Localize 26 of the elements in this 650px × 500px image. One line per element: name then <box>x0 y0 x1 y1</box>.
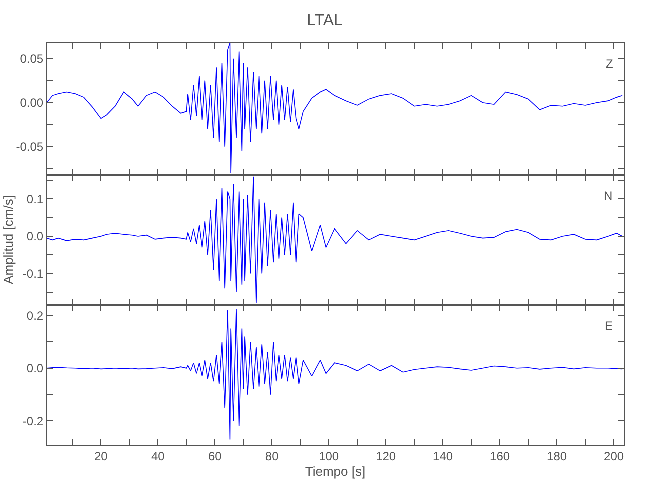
annotation: E <box>605 319 614 333</box>
x-tick-label: 200 <box>604 449 624 464</box>
x-tick-label: 140 <box>433 449 454 464</box>
y-tick-label: 0.05 <box>20 52 44 66</box>
y-tick-label: -0.05 <box>16 140 44 154</box>
x-tick-label: 120 <box>376 449 396 464</box>
x-tick-label: 160 <box>490 449 510 464</box>
x-tick-label: 60 <box>208 449 222 464</box>
x-tick-label: 80 <box>265 449 280 464</box>
x-tick-label: 100 <box>319 449 340 464</box>
line-series <box>47 308 623 440</box>
y-tick-label: 0.00 <box>20 96 44 110</box>
y-axis-title: Amplitud [cm/s] <box>0 196 16 284</box>
y-tick-label: -0.1 <box>22 266 44 281</box>
annotation: N <box>604 189 613 203</box>
annotation: Z <box>606 57 614 71</box>
y-tick-label: 0.0 <box>26 362 44 376</box>
y-tick-label: 0.1 <box>26 192 44 206</box>
x-axis-title: Tiempo [s] <box>305 464 366 479</box>
y-tick-label: -0.2 <box>22 414 44 428</box>
chart-title: LTAL <box>307 12 344 30</box>
x-tick-label: 20 <box>94 449 108 464</box>
y-tick-label: 0.2 <box>26 308 44 323</box>
x-tick-label: 180 <box>547 449 568 464</box>
y-tick-label: 0.0 <box>26 230 44 244</box>
x-tick-label: 40 <box>151 449 166 464</box>
